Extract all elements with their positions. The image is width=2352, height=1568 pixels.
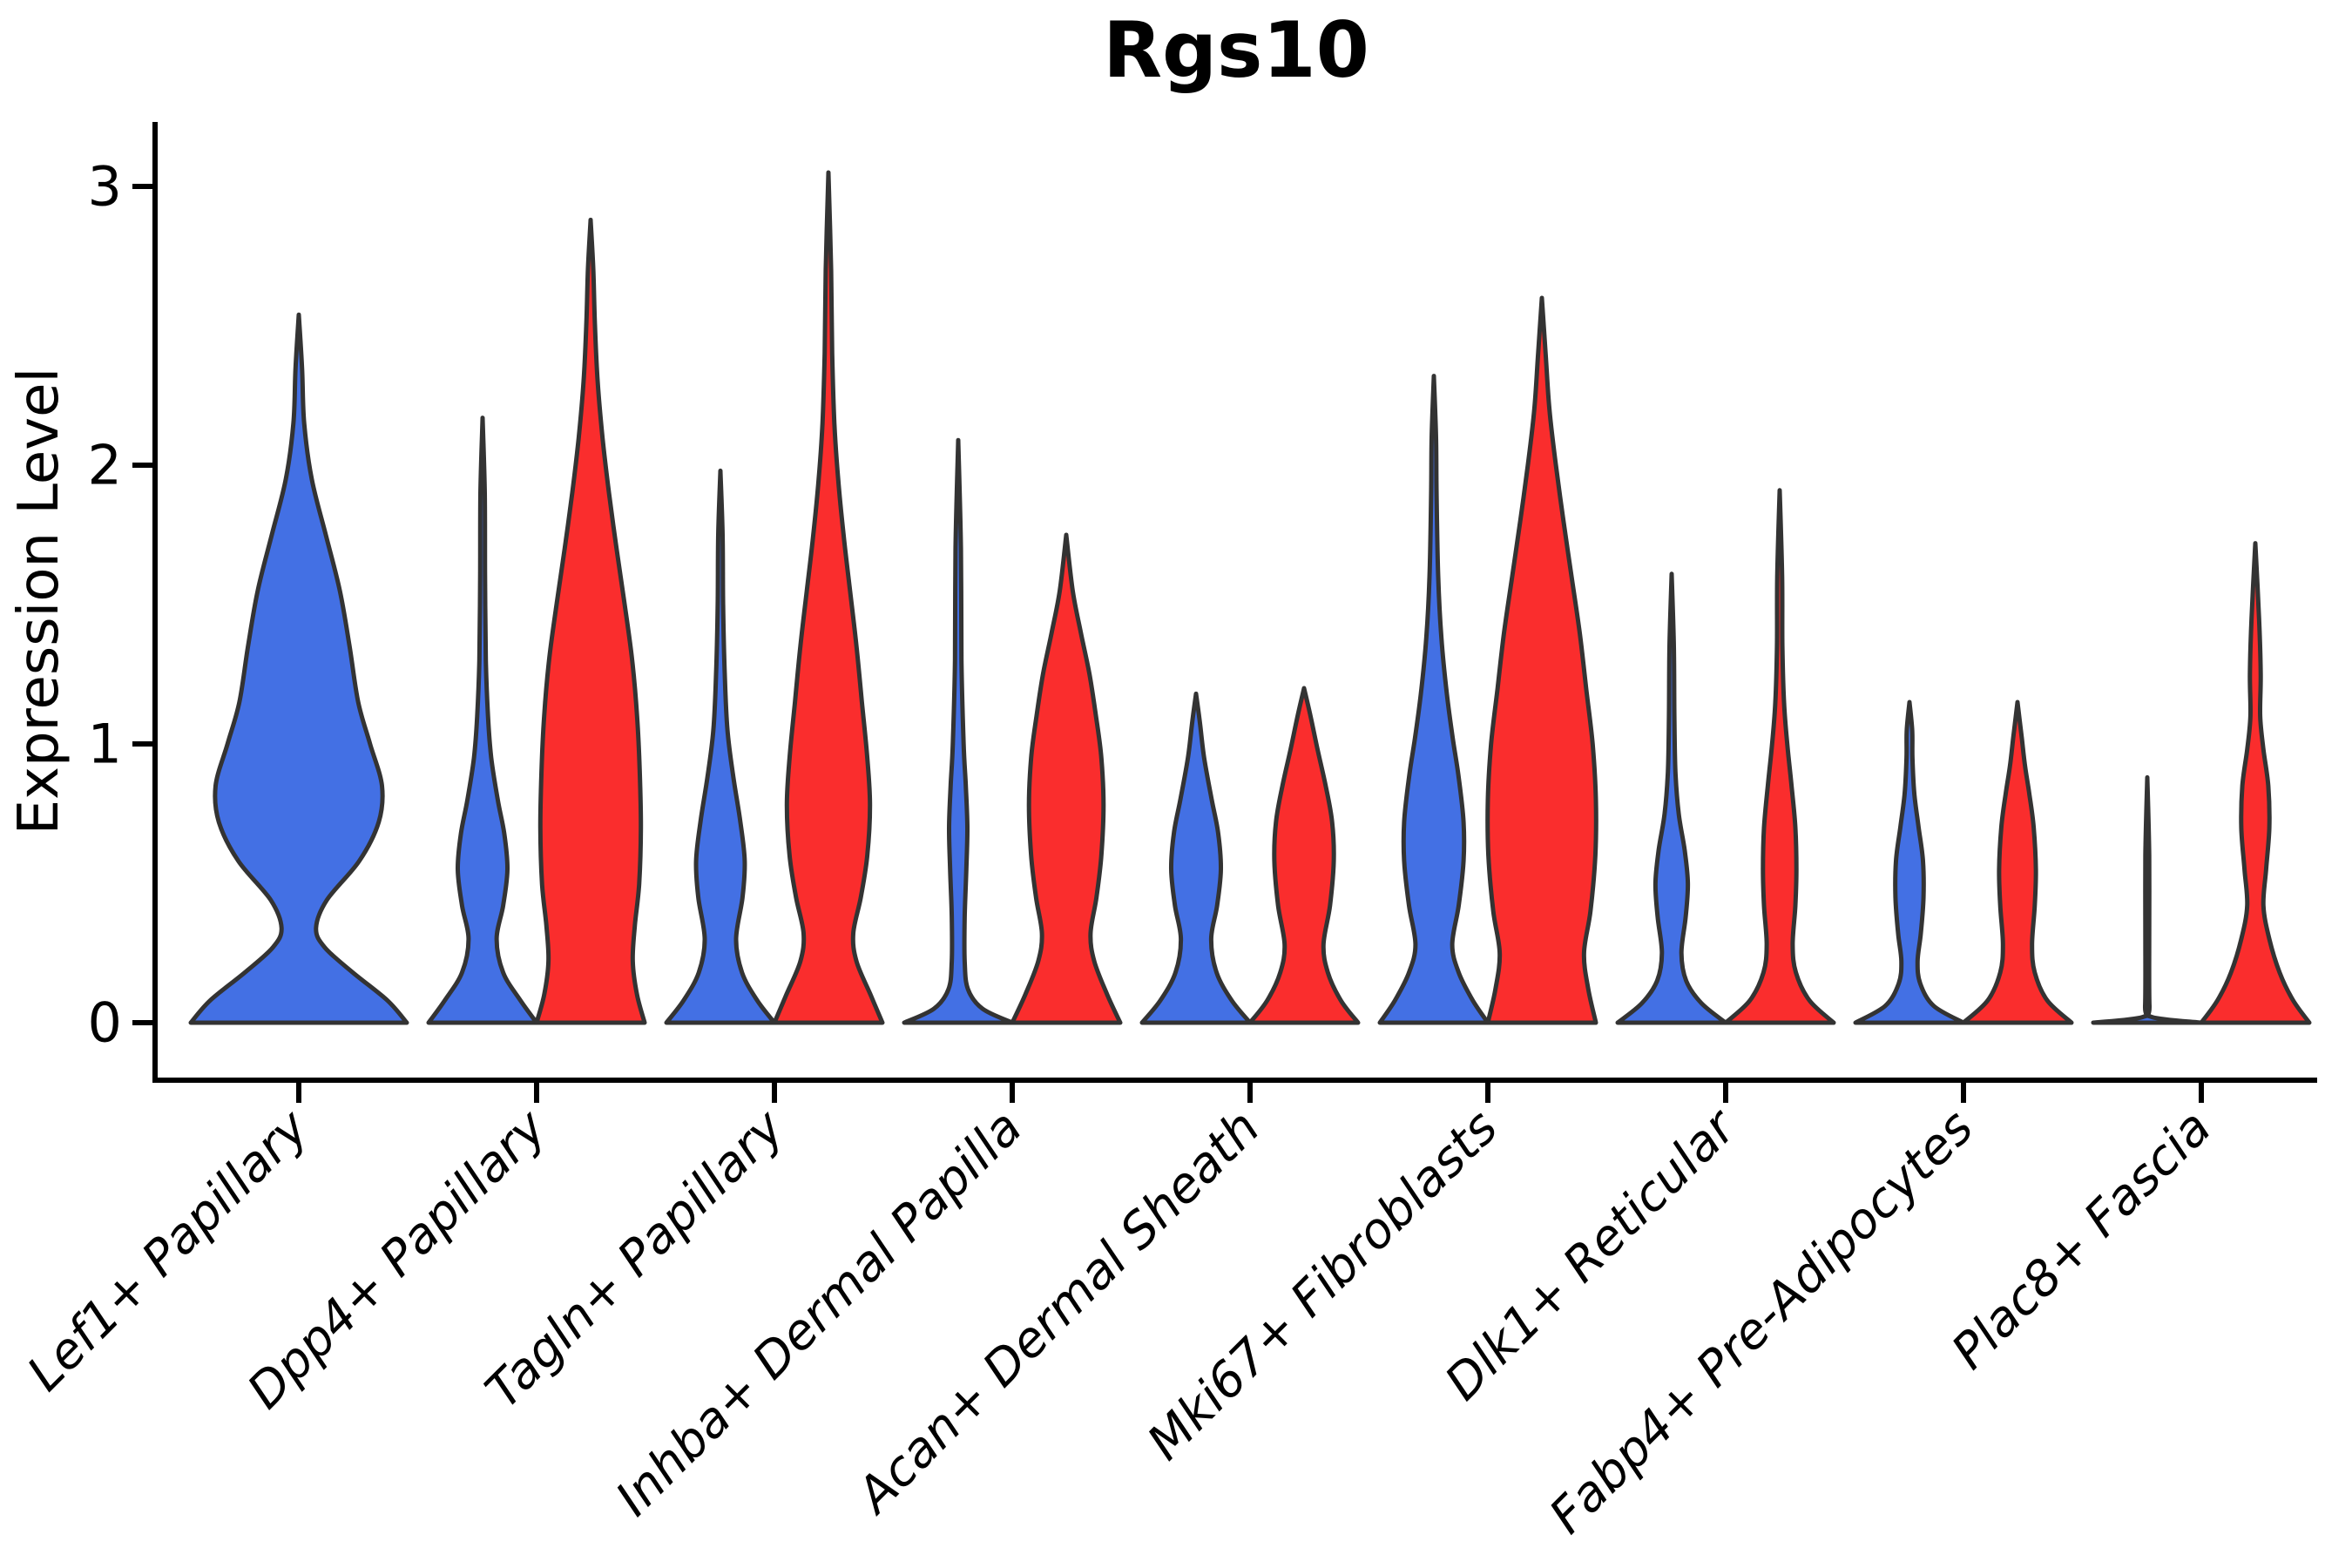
violin-fabp4-pre-adipocytes-red xyxy=(1961,700,2074,1025)
violin-tagln-papillary-blue xyxy=(664,468,777,1025)
violins-layer xyxy=(188,170,2312,1025)
violin-plac8-fascia-blue xyxy=(2091,774,2204,1025)
plot-title: Rgs10 xyxy=(1103,5,1369,95)
violin-inhba-dermal-papilla-blue xyxy=(902,437,1015,1025)
violin-plac8-fascia-red xyxy=(2199,541,2312,1025)
violin-tagln-papillary-red xyxy=(772,170,885,1025)
violin-mki67-fibroblasts-blue xyxy=(1377,374,1490,1025)
violin-lef1-papillary-blue xyxy=(188,312,409,1025)
violin-mki67-fibroblasts-red xyxy=(1485,295,1598,1025)
x-tick-label: Acan+ Dermal Sheath xyxy=(845,1099,1271,1525)
x-tick-label: Plac8+ Fascia xyxy=(1941,1099,2222,1381)
violin-dlk1-reticular-red xyxy=(1723,488,1836,1025)
x-tick-label: Fabp4+ Pre-Adipocytes xyxy=(1539,1099,1984,1544)
y-tick-label-1: 1 xyxy=(88,713,122,776)
y-axis-label: Expression Level xyxy=(7,368,71,835)
violin-fabp4-pre-adipocytes-blue xyxy=(1853,700,1966,1025)
axes xyxy=(132,122,2317,1103)
y-tick-label-2: 2 xyxy=(88,434,122,497)
violin-dlk1-reticular-blue xyxy=(1615,571,1728,1025)
y-tick-label-3: 3 xyxy=(88,155,122,219)
violin-acan-dermal-sheath-blue xyxy=(1139,691,1253,1025)
violin-dpp4-papillary-red xyxy=(534,217,647,1025)
axis-spines xyxy=(152,122,2317,1083)
y-tick-label-0: 0 xyxy=(88,991,122,1055)
violin-acan-dermal-sheath-red xyxy=(1247,686,1361,1025)
violin-dpp4-papillary-blue xyxy=(426,416,539,1025)
violin-inhba-dermal-papilla-red xyxy=(1010,532,1123,1025)
x-tick-label: Inhba+ Dermal Papilla xyxy=(605,1099,1033,1527)
